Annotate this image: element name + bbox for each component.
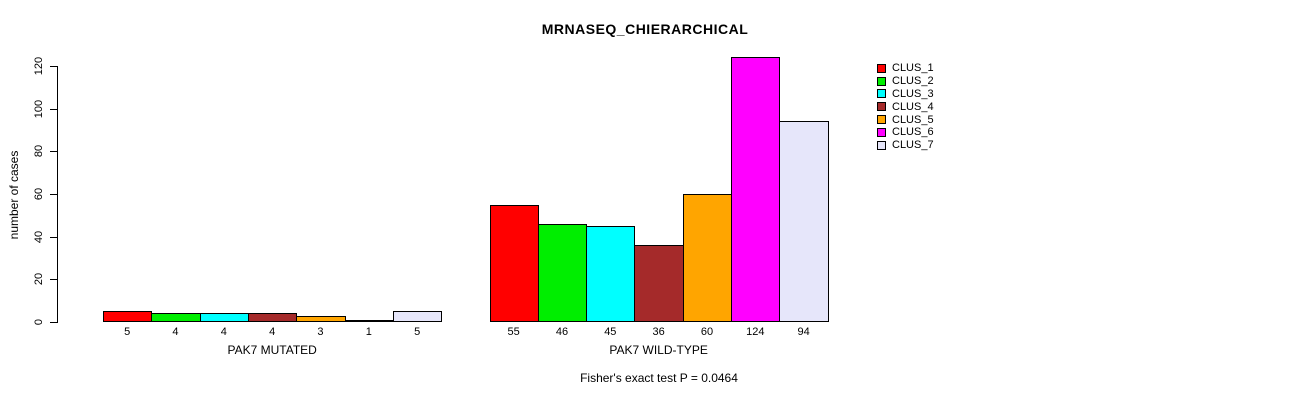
- bar-value-label: 1: [365, 326, 372, 338]
- bar-clus_2-group2: [537, 223, 588, 322]
- bar-clus_6-group2: [731, 57, 781, 322]
- bar-clus_1-group1: [103, 311, 153, 322]
- legend-label: CLUS_3: [892, 87, 934, 100]
- legend-item-clus_3: CLUS_3: [877, 88, 934, 101]
- legend-item-clus_4: CLUS_4: [877, 100, 934, 113]
- y-axis-label: number of cases: [7, 150, 21, 240]
- bar-clus_2-group1: [151, 313, 201, 322]
- legend-label: CLUS_5: [892, 113, 934, 126]
- bar-value-label: 5: [414, 326, 421, 338]
- y-axis-tick-label: 100: [33, 99, 45, 118]
- bar-value-label: 55: [507, 326, 520, 338]
- legend-item-clus_5: CLUS_5: [877, 113, 934, 126]
- legend-label: CLUS_6: [892, 126, 934, 139]
- y-axis-line: [57, 66, 58, 323]
- legend-swatch-clus_7: [877, 140, 886, 150]
- y-axis-tick: [50, 322, 57, 323]
- bar-value-label: 3: [317, 326, 324, 338]
- bar-value-label: 4: [269, 326, 276, 338]
- legend-label: CLUS_7: [892, 139, 934, 152]
- bar-value-label: 5: [124, 326, 131, 338]
- legend-swatch-clus_2: [877, 76, 886, 86]
- chart-title: MRNASEQ_CHIERARCHICAL: [541, 21, 749, 37]
- bar-clus_7-group1: [392, 311, 443, 322]
- legend-swatch-clus_1: [877, 63, 886, 73]
- y-axis-tick-label: 0: [33, 318, 45, 326]
- legend-label: CLUS_2: [892, 75, 934, 88]
- y-axis-tick: [50, 151, 57, 153]
- legend-swatch-clus_3: [877, 89, 886, 99]
- bar-value-label: 60: [700, 326, 714, 338]
- bar-value-label: 4: [220, 326, 227, 338]
- y-axis-tick: [50, 108, 57, 110]
- bar-clus_3-group1: [199, 313, 249, 322]
- bar-clus_4-group1: [247, 313, 298, 322]
- bar-value-label: 36: [652, 326, 665, 338]
- legend: CLUS_1 CLUS_2 CLUS_3 CLUS_4 CLUS_5 CLUS_6 CLUS…: [877, 62, 934, 152]
- y-axis-tick: [50, 194, 57, 195]
- y-axis-tick-label: 40: [33, 230, 45, 243]
- bar-clus_5-group1: [296, 315, 346, 322]
- y-axis-tick-label: 80: [33, 145, 45, 158]
- bar-value-label: 94: [797, 326, 810, 338]
- y-axis-tick: [50, 279, 57, 281]
- bar-clus_3-group2: [586, 226, 636, 322]
- legend-item-clus_2: CLUS_2: [877, 75, 934, 88]
- bar-clus_5-group2: [682, 194, 733, 322]
- group-label-1: PAK7 MUTATED: [227, 343, 317, 357]
- bar-clus_7-group2: [779, 121, 829, 322]
- legend-item-clus_1: CLUS_1: [877, 62, 934, 75]
- y-axis-tick-label: 60: [33, 187, 45, 201]
- bar-clus_1-group2: [489, 204, 539, 322]
- legend-swatch-clus_4: [877, 102, 886, 112]
- bar-value-label: 4: [172, 326, 179, 338]
- y-axis-tick-label: 120: [33, 56, 45, 76]
- y-axis-tick: [50, 236, 57, 238]
- legend-item-clus_6: CLUS_6: [877, 126, 934, 139]
- group-label-2: PAK7 WILD-TYPE: [609, 343, 708, 357]
- legend-item-clus_7: CLUS_7: [877, 139, 934, 152]
- legend-swatch-clus_5: [877, 115, 886, 125]
- fisher-test-annotation: Fisher's exact test P = 0.0464: [580, 371, 738, 385]
- bar-value-label: 124: [746, 326, 765, 338]
- bar-value-label: 46: [555, 326, 569, 338]
- bar-clus_6-group1: [344, 319, 394, 322]
- legend-label: CLUS_4: [892, 100, 934, 113]
- legend-label: CLUS_1: [892, 62, 934, 75]
- y-axis-tick: [50, 66, 57, 67]
- legend-swatch-clus_6: [877, 127, 886, 137]
- bar-clus_4-group2: [634, 245, 684, 322]
- y-axis-tick-label: 20: [33, 273, 45, 286]
- bar-value-label: 45: [604, 326, 617, 338]
